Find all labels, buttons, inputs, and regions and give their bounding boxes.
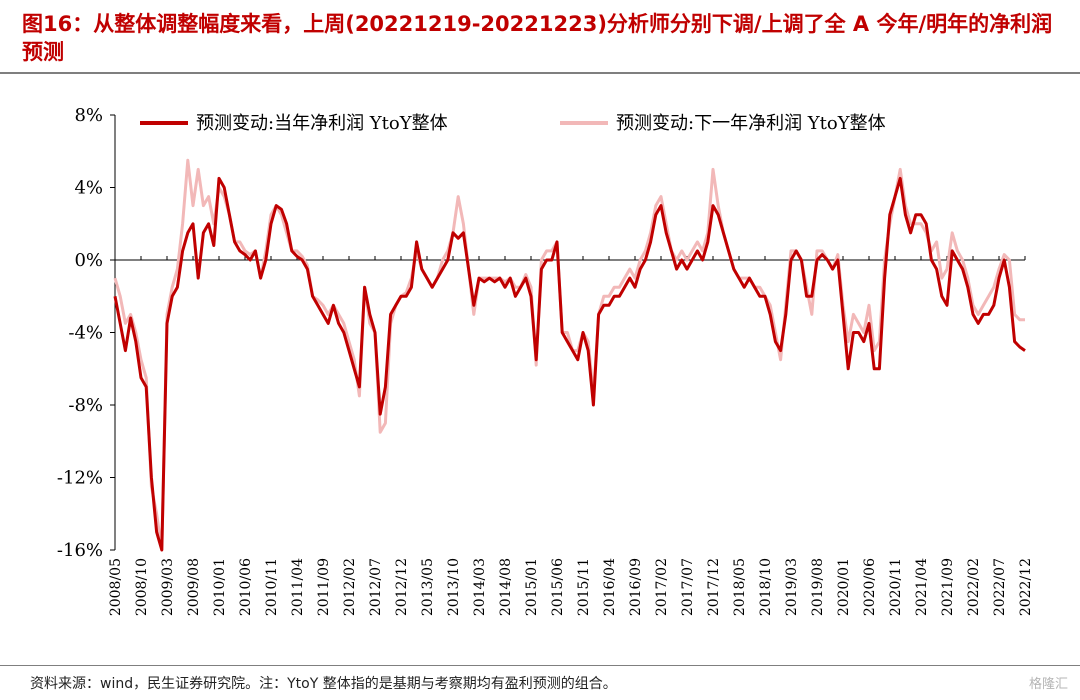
x-tick-label: 2016/04 bbox=[602, 558, 618, 616]
x-tick-label: 2008/10 bbox=[134, 558, 150, 616]
x-tick-label: 2013/05 bbox=[420, 558, 436, 616]
y-tick-label: 0% bbox=[74, 250, 103, 271]
x-tick-label: 2020/06 bbox=[862, 558, 878, 616]
y-tick-label: -12% bbox=[57, 468, 103, 489]
x-tick-label: 2008/05 bbox=[108, 558, 124, 616]
y-tick-label: 8% bbox=[74, 105, 103, 126]
x-tick-label: 2011/04 bbox=[290, 558, 306, 616]
legend: 预测变动:当年净利润 YtoY整体 预测变动:下一年净利润 YtoY整体 bbox=[140, 113, 886, 134]
x-tick-label: 2015/06 bbox=[550, 558, 566, 616]
x-tick-label: 2017/02 bbox=[654, 558, 670, 616]
chart-title: 图16：从整体调整幅度来看，上周(20221219-20221223)分析师分别… bbox=[22, 12, 1053, 64]
x-tick-label: 2022/02 bbox=[966, 558, 982, 616]
watermark-text: 格隆汇 bbox=[1028, 677, 1068, 692]
x-tick-label: 2018/10 bbox=[758, 558, 774, 616]
title-divider bbox=[0, 72, 1080, 74]
x-tick-label: 2020/11 bbox=[888, 558, 904, 616]
x-tick-label: 2021/04 bbox=[914, 558, 930, 616]
x-tick-label: 2014/03 bbox=[472, 558, 488, 616]
x-tick-label: 2016/09 bbox=[628, 558, 644, 616]
x-tick-label: 2018/05 bbox=[732, 558, 748, 616]
x-tick-label: 2013/10 bbox=[446, 558, 462, 616]
x-tick-label: 2015/11 bbox=[576, 558, 592, 616]
x-tick-label: 2009/03 bbox=[160, 558, 176, 616]
x-tick-label: 2021/09 bbox=[940, 558, 956, 616]
series-lines bbox=[113, 158, 1026, 552]
x-tick-label: 2017/12 bbox=[706, 558, 722, 616]
source-divider bbox=[0, 665, 1080, 666]
x-tick-label: 2012/02 bbox=[342, 558, 358, 616]
legend-item-current-year-label: 预测变动:当年净利润 YtoY整体 bbox=[196, 113, 448, 134]
x-tick-label: 2019/08 bbox=[810, 558, 826, 616]
x-tick-label: 2014/08 bbox=[498, 558, 514, 616]
x-tick-label: 2022/12 bbox=[1018, 558, 1034, 616]
x-tick-label: 2019/03 bbox=[784, 558, 800, 616]
x-tick-label: 2012/12 bbox=[394, 558, 410, 616]
y-tick-label: 4% bbox=[74, 178, 103, 199]
y-tick-label: -4% bbox=[68, 323, 103, 344]
x-tick-label: 2022/07 bbox=[992, 558, 1008, 616]
y-tick-label: -16% bbox=[57, 540, 103, 561]
series-line-current-year bbox=[113, 176, 1026, 552]
y-tick-label: -8% bbox=[68, 395, 103, 416]
x-tick-label: 2010/06 bbox=[238, 558, 254, 616]
legend-item-next-year-label: 预测变动:下一年净利润 YtoY整体 bbox=[616, 113, 886, 134]
line-chart: 8% 4% 0% -4% -8% -12% -16% 2008/05 2008/10 2009/… bbox=[57, 105, 1034, 616]
x-axis-ticks: 2008/05 2008/10 2009/03 2009/08 2010/01 2010/… bbox=[108, 256, 1034, 616]
source-note: 资料来源：wind，民生证券研究院。注：YtoY 整体指的是基期与考察期均有盈利… bbox=[30, 676, 617, 692]
x-tick-label: 2011/09 bbox=[316, 558, 332, 616]
x-tick-label: 2017/07 bbox=[680, 558, 696, 616]
x-tick-label: 2010/01 bbox=[212, 558, 228, 616]
x-tick-label: 2010/11 bbox=[264, 558, 280, 616]
x-tick-label: 2012/07 bbox=[368, 558, 384, 616]
x-tick-label: 2020/01 bbox=[836, 558, 852, 616]
x-tick-label: 2009/08 bbox=[186, 558, 202, 616]
y-axis-ticks: 8% 4% 0% -4% -8% -12% -16% bbox=[57, 105, 116, 561]
x-tick-label: 2015/01 bbox=[524, 558, 540, 616]
